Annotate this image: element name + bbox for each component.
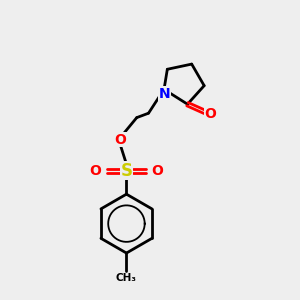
Text: O: O	[90, 164, 101, 178]
Text: O: O	[204, 107, 216, 122]
Text: O: O	[115, 133, 127, 147]
Text: S: S	[120, 162, 132, 180]
Text: N: N	[159, 87, 170, 101]
Text: CH₃: CH₃	[116, 273, 137, 283]
Text: O: O	[152, 164, 163, 178]
